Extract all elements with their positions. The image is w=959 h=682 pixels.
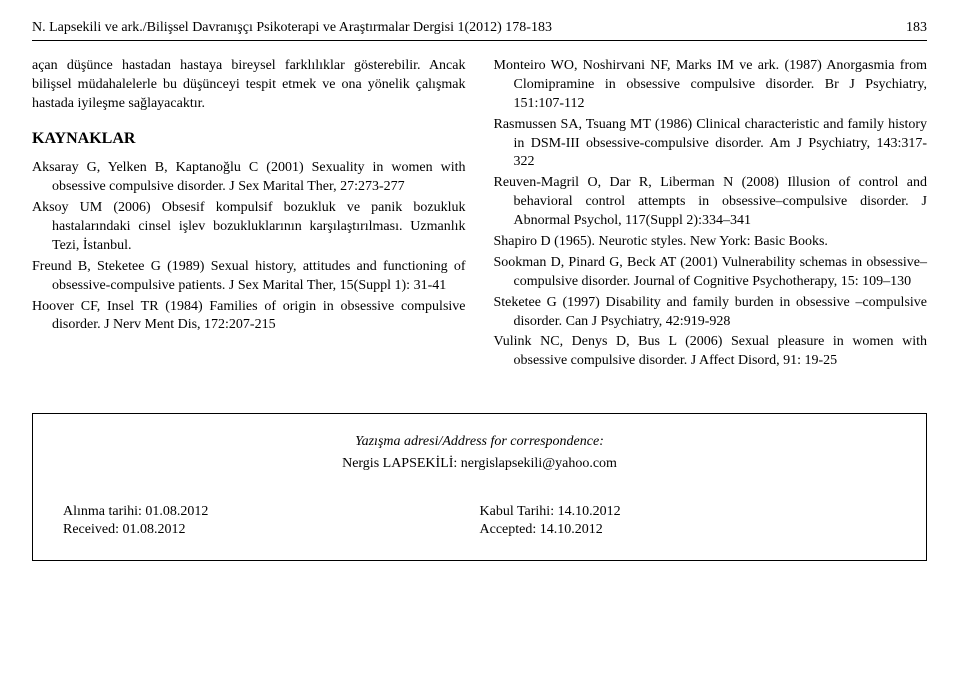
correspondence-box: Yazışma adresi/Address for correspondenc…	[32, 413, 927, 561]
reference-item: Sookman D, Pinard G, Beck AT (2001) Vuln…	[494, 254, 928, 292]
right-column: Monteiro WO, Noshirvani NF, Marks IM ve …	[494, 57, 928, 373]
reference-item: Reuven-Magril O, Dar R, Liberman N (2008…	[494, 174, 928, 231]
body-paragraph: açan düşünce hastadan hastaya bireysel f…	[32, 57, 466, 114]
acceptance-date-tr: Kabul Tarihi: 14.10.2012	[480, 504, 897, 520]
references-heading: KAYNAKLAR	[32, 128, 466, 150]
header-left: N. Lapsekili ve ark./Bilişsel Davranışçı…	[32, 20, 552, 36]
submission-date-tr: Alınma tarihi: 01.08.2012	[63, 504, 480, 520]
left-column: açan düşünce hastadan hastaya bireysel f…	[32, 57, 466, 373]
dates-right: Kabul Tarihi: 14.10.2012 Accepted: 14.10…	[480, 502, 897, 540]
header-rule	[32, 40, 927, 41]
acceptance-date-en: Accepted: 14.10.2012	[480, 522, 897, 538]
reference-item: Vulink NC, Denys D, Bus L (2006) Sexual …	[494, 333, 928, 371]
correspondence-contact: Nergis LAPSEKİLİ: nergislapsekili@yahoo.…	[63, 456, 896, 472]
dates-row: Alınma tarihi: 01.08.2012 Received: 01.0…	[63, 502, 896, 540]
reference-item: Aksaray G, Yelken B, Kaptanoğlu C (2001)…	[32, 159, 466, 197]
dates-left: Alınma tarihi: 01.08.2012 Received: 01.0…	[63, 502, 480, 540]
content-columns: açan düşünce hastadan hastaya bireysel f…	[32, 57, 927, 373]
page-header: N. Lapsekili ve ark./Bilişsel Davranışçı…	[32, 20, 927, 36]
reference-item: Shapiro D (1965). Neurotic styles. New Y…	[494, 233, 928, 252]
reference-item: Hoover CF, Insel TR (1984) Families of o…	[32, 298, 466, 336]
reference-item: Aksoy UM (2006) Obsesif kompulsif bozukl…	[32, 199, 466, 256]
reference-item: Monteiro WO, Noshirvani NF, Marks IM ve …	[494, 57, 928, 114]
reference-item: Steketee G (1997) Disability and family …	[494, 294, 928, 332]
correspondence-label: Yazışma adresi/Address for correspondenc…	[63, 434, 896, 450]
reference-item: Freund B, Steketee G (1989) Sexual histo…	[32, 258, 466, 296]
reference-item: Rasmussen SA, Tsuang MT (1986) Clinical …	[494, 116, 928, 173]
header-page-number: 183	[906, 20, 927, 36]
submission-date-en: Received: 01.08.2012	[63, 522, 480, 538]
